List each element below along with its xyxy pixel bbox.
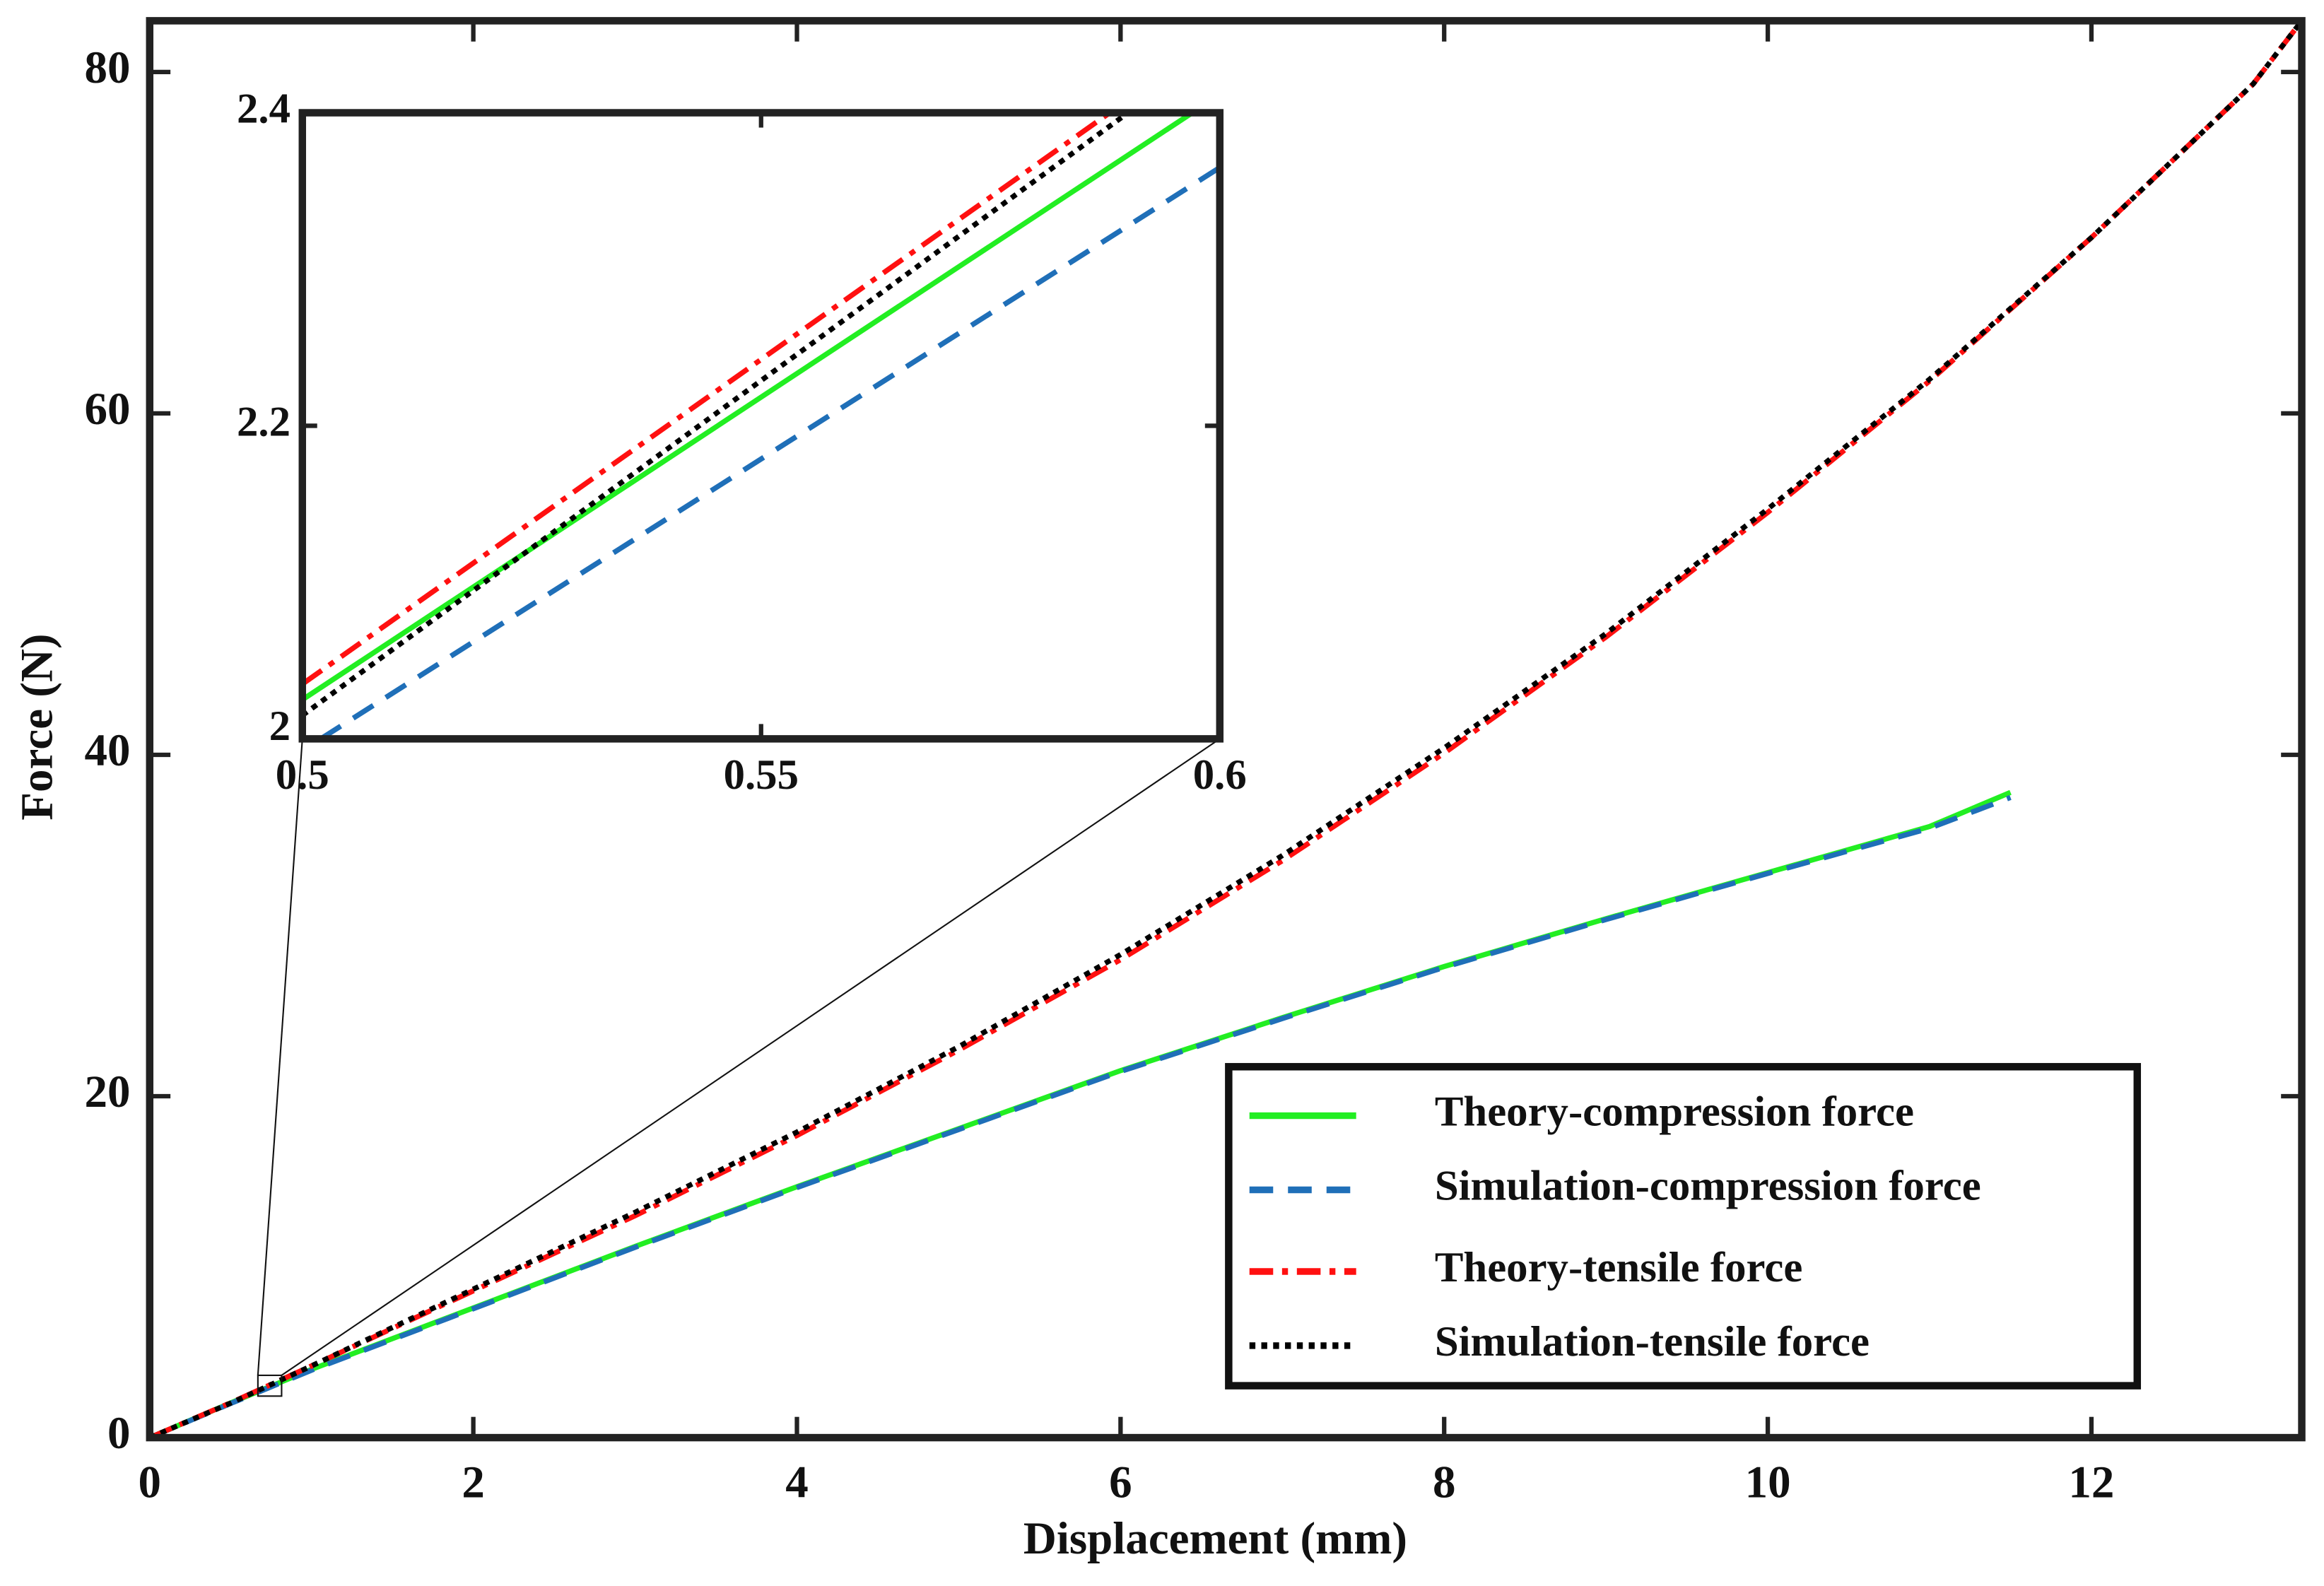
x-tick-label: 0.6	[1193, 751, 1247, 799]
legend-label: Theory-tensile force	[1435, 1244, 1803, 1291]
x-tick-label: 2	[462, 1457, 484, 1508]
y-tick-label: 60	[85, 384, 131, 435]
y-tick-label: 0	[107, 1408, 130, 1459]
y-tick-label: 40	[85, 725, 131, 776]
inset-plot: 0.5 0.55 0.6 2 2.2 2.4	[237, 85, 1247, 799]
legend-label: Simulation-tensile force	[1435, 1318, 1870, 1365]
x-tick-label: 0.5	[276, 751, 329, 799]
y-tick-label: 80	[85, 42, 131, 93]
axes-frame	[298, 109, 1224, 743]
y-tick-label: 2.4	[237, 85, 290, 132]
x-tick-label: 12	[2068, 1457, 2114, 1508]
inset-background	[302, 112, 1220, 739]
y-tick-label: 2	[269, 703, 290, 750]
x-axis-label: Displacement (mm)	[1023, 1513, 1407, 1564]
main-plot: 0 2 4 6 8 10 12 0 20 40 60 80	[85, 17, 2306, 1508]
y-tick-label: 2.2	[237, 398, 290, 445]
axes-frame	[146, 17, 2306, 1442]
data-line	[319, 165, 1220, 739]
y-tick-label: 20	[85, 1067, 131, 1117]
legend: Theory-compression force Simulation-compr…	[1225, 1063, 2142, 1390]
series-group	[302, 112, 1220, 739]
data-line	[302, 112, 1112, 686]
x-tick-label: 8	[1433, 1457, 1455, 1508]
zoom-connector	[257, 739, 303, 1375]
x-tick-label: 0	[139, 1457, 161, 1508]
legend-label: Theory-compression force	[1435, 1088, 1914, 1136]
x-tick-label: 10	[1745, 1457, 1791, 1508]
x-tick-label: 6	[1109, 1457, 1132, 1508]
x-tick-label: 0.55	[724, 751, 799, 799]
x-tick-label: 4	[785, 1457, 808, 1508]
y-axis-label: Force (N)	[12, 633, 63, 820]
legend-box	[1225, 1063, 2142, 1390]
zoom-connector	[281, 738, 1221, 1376]
data-line	[149, 794, 2012, 1438]
data-line	[302, 112, 1194, 703]
legend-label: Simulation-compression force	[1435, 1162, 1981, 1209]
series-group	[149, 20, 2302, 1438]
data-line	[149, 20, 2302, 1438]
zoom-box	[257, 1374, 283, 1397]
data-line	[302, 112, 1130, 718]
